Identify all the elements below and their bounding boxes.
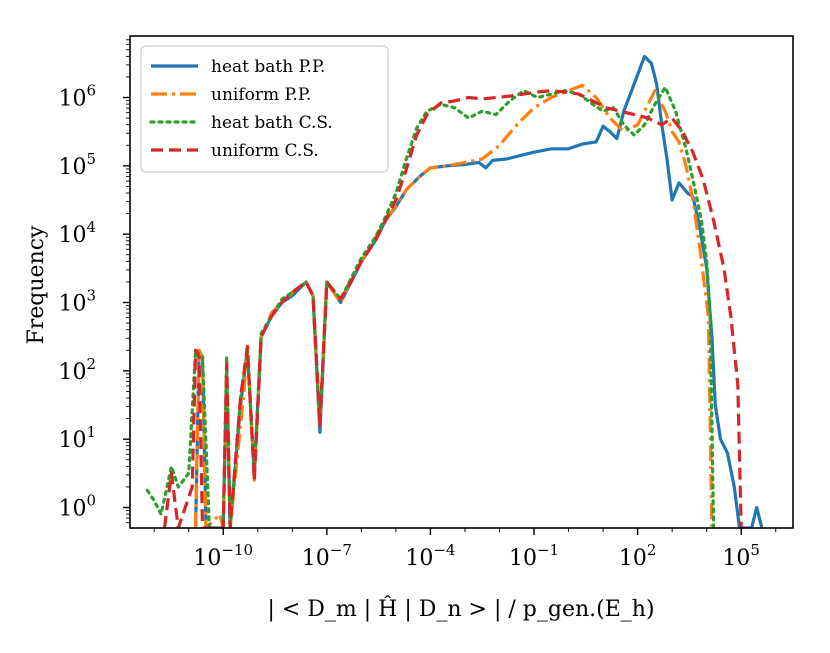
legend-label: heat bath P.P. [211, 57, 325, 77]
series-line-4 [162, 89, 743, 528]
x-tick-label: 10−4 [405, 541, 455, 571]
y-tick-label: 105 [58, 150, 96, 180]
x-tick-label: 10−7 [302, 541, 352, 571]
x-tick-label: 105 [722, 541, 760, 571]
series-layer [145, 54, 764, 528]
y-axis: 100 101 102 103 104 105 106 [58, 39, 130, 524]
x-tick-label: 102 [619, 541, 657, 571]
y-tick-label: 104 [58, 218, 96, 248]
series-line-2 [194, 83, 714, 528]
legend: heat bath P.P. uniform P.P. heat bath C.S.… [140, 45, 389, 173]
x-tick-label: 10−1 [509, 541, 559, 571]
y-axis-label: Frequency [24, 225, 49, 345]
y-tick-label: 101 [58, 423, 96, 453]
y-tick-label: 100 [58, 492, 96, 522]
x-axis-label: | < D_m | Ĥ | D_n > | / p_gen.(E_h) [267, 595, 654, 622]
y-tick-label: 103 [58, 287, 96, 317]
legend-label: heat bath C.S. [211, 113, 333, 133]
x-tick-label: 10−10 [193, 541, 253, 571]
legend-label: uniform C.S. [211, 141, 319, 161]
legend-box [140, 45, 389, 173]
series-line-3 [145, 85, 716, 528]
y-tick-label: 106 [58, 82, 96, 112]
y-tick-label: 102 [58, 355, 96, 385]
x-axis: 10−10 10−7 10−4 10−1 102 105 [153, 528, 777, 571]
legend-label: uniform P.P. [211, 85, 311, 105]
